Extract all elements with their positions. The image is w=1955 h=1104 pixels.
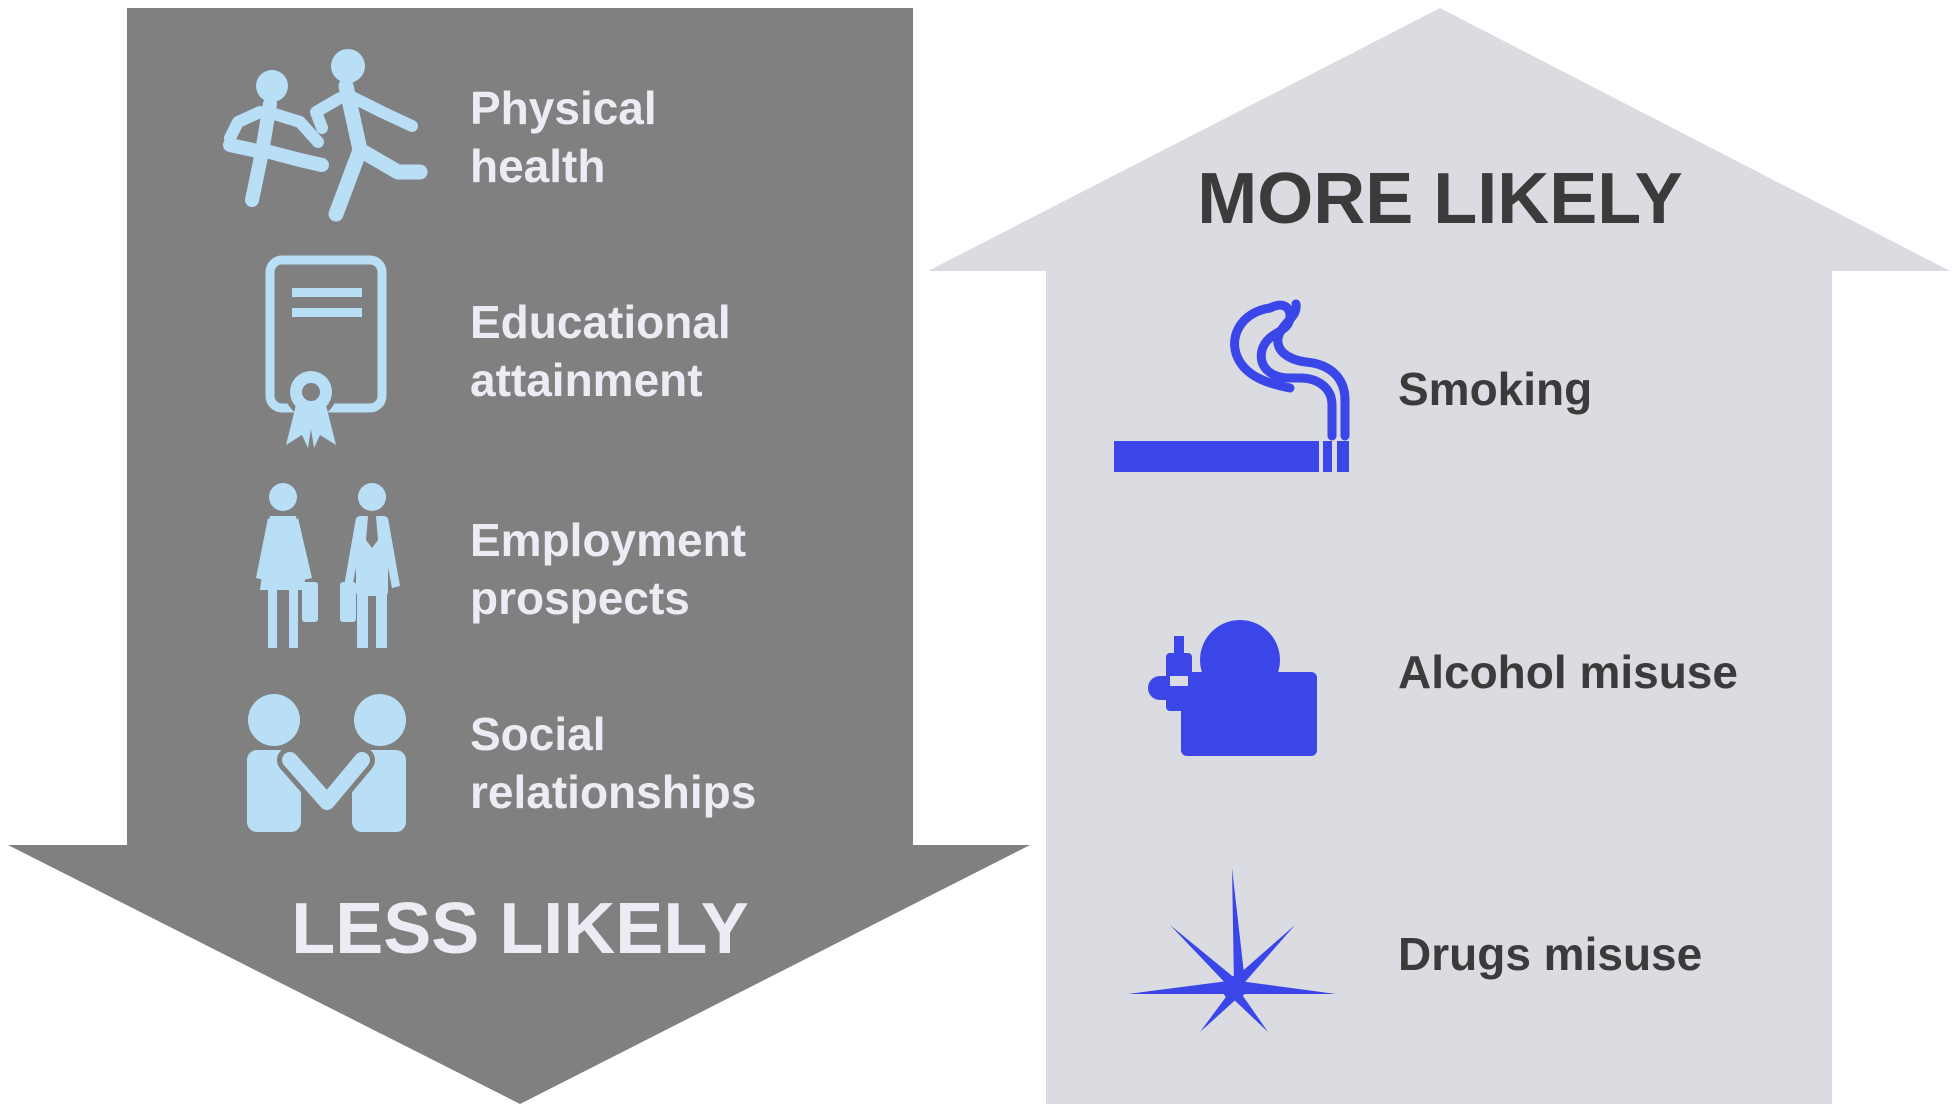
less-likely-heading: LESS LIKELY: [291, 889, 748, 969]
item-label-line1: Educational: [470, 296, 731, 348]
item-label-line2: health: [470, 140, 605, 192]
drinking-person-icon: [1148, 620, 1317, 756]
alcohol-misuse-label: Alcohol misuse: [1398, 646, 1738, 698]
business-people-icon: [256, 483, 400, 648]
item-label-line1: Social: [470, 708, 606, 760]
item-label-line2: relationships: [470, 766, 756, 818]
cannabis-leaf-icon: [1128, 868, 1336, 1032]
cigarette-icon: [1114, 299, 1350, 472]
item-label-line2: prospects: [470, 572, 690, 624]
item-label-line1: Employment: [470, 514, 746, 566]
more-likely-up-arrow: [928, 8, 1950, 1104]
running-people-icon: [223, 49, 428, 222]
holding-hands-icon: [247, 694, 406, 832]
drugs-misuse-label: Drugs misuse: [1398, 928, 1702, 980]
item-label-line2: attainment: [470, 354, 703, 406]
smoking-label: Smoking: [1398, 363, 1592, 415]
item-label-line1: Physical: [470, 82, 657, 134]
more-likely-heading: MORE LIKELY: [1197, 159, 1682, 239]
certificate-icon: [265, 255, 387, 448]
